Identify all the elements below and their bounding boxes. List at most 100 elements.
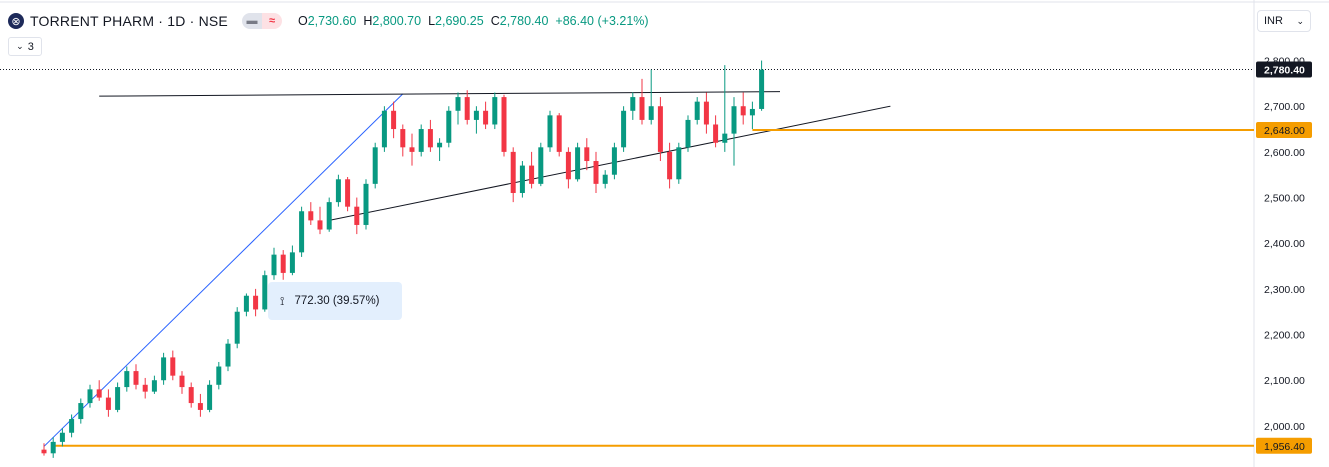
candle bbox=[363, 179, 369, 230]
candle-body bbox=[667, 151, 673, 180]
candle-body bbox=[492, 97, 498, 125]
candle-body bbox=[151, 380, 157, 392]
candle bbox=[188, 382, 194, 408]
candle bbox=[409, 133, 415, 166]
candle bbox=[437, 138, 443, 162]
candle-body bbox=[446, 110, 452, 143]
candle bbox=[483, 101, 489, 130]
low-value: 2,690.25 bbox=[435, 14, 484, 28]
candle bbox=[731, 97, 737, 166]
candle-body bbox=[133, 371, 139, 385]
candle bbox=[740, 92, 746, 125]
candle-body bbox=[565, 151, 571, 180]
symbol-title[interactable]: TORRENT PHARM · 1D · NSE bbox=[30, 13, 228, 29]
candle bbox=[657, 97, 663, 162]
candle-body bbox=[299, 211, 305, 253]
candle-body bbox=[713, 124, 719, 143]
candle-body bbox=[630, 97, 636, 111]
candle-body bbox=[207, 384, 213, 410]
candle-body bbox=[289, 252, 295, 273]
candle-body bbox=[335, 179, 341, 203]
y-tick-label: 2,200.00 bbox=[1264, 330, 1305, 342]
close-value: 2,780.40 bbox=[499, 14, 549, 28]
trendline-2 bbox=[329, 105, 891, 221]
candle bbox=[326, 197, 332, 232]
candle-body bbox=[556, 115, 562, 152]
candle-body bbox=[749, 108, 755, 116]
candle bbox=[418, 124, 424, 157]
candle bbox=[78, 398, 84, 424]
candle bbox=[59, 428, 65, 447]
candle bbox=[446, 106, 452, 148]
last-price-label: 2,780.40 bbox=[1264, 65, 1305, 77]
candle-body bbox=[381, 110, 387, 148]
level-price-tag bbox=[1256, 437, 1312, 454]
candle-body bbox=[253, 295, 259, 310]
candle-body bbox=[96, 389, 102, 398]
candle-body bbox=[50, 441, 56, 454]
candle-body bbox=[602, 174, 608, 184]
change-value: +86.40 (+3.21%) bbox=[555, 14, 649, 28]
indicators-toggle[interactable]: ⌄ 3 bbox=[8, 37, 42, 56]
candle bbox=[354, 197, 360, 235]
y-tick-label: 2,500.00 bbox=[1264, 193, 1305, 205]
candle bbox=[538, 142, 544, 187]
y-tick-label: 2,400.00 bbox=[1264, 238, 1305, 250]
ohlc-values: O2,730.60 H2,800.70 L2,690.25 C2,780.40 … bbox=[297, 14, 649, 28]
candle bbox=[427, 119, 433, 152]
currency-value: INR bbox=[1264, 15, 1283, 27]
candle-body bbox=[115, 387, 121, 410]
candle-body bbox=[418, 129, 424, 152]
candle-body bbox=[703, 101, 709, 125]
candle-body bbox=[78, 403, 84, 420]
candle-body bbox=[722, 133, 728, 143]
candle-body bbox=[510, 151, 516, 193]
candle bbox=[179, 371, 185, 394]
candle-body bbox=[317, 220, 323, 230]
candle bbox=[381, 106, 387, 152]
last-price-tag bbox=[1256, 61, 1312, 78]
candle-body bbox=[519, 165, 525, 193]
candle-body bbox=[225, 343, 231, 367]
candle bbox=[280, 250, 286, 280]
candle bbox=[234, 307, 240, 349]
candle-body bbox=[161, 357, 167, 381]
candle bbox=[124, 366, 130, 392]
candle-body bbox=[124, 371, 130, 388]
candle bbox=[96, 380, 102, 401]
candle bbox=[372, 142, 378, 189]
candle-body bbox=[676, 147, 682, 180]
candle-body bbox=[271, 254, 277, 276]
candle-body bbox=[584, 147, 590, 162]
candle bbox=[676, 142, 682, 184]
y-tick-label: 2,700.00 bbox=[1264, 101, 1305, 113]
candle-body bbox=[41, 449, 47, 454]
candle bbox=[207, 380, 213, 413]
candle bbox=[694, 97, 700, 125]
candle bbox=[667, 142, 673, 189]
candle bbox=[749, 101, 755, 130]
chevron-down-icon: ⌄ bbox=[16, 41, 24, 51]
candle bbox=[317, 206, 323, 235]
candle-body bbox=[188, 387, 194, 404]
candle-body bbox=[538, 147, 544, 184]
candle-body bbox=[455, 97, 461, 111]
candle-body bbox=[345, 179, 351, 207]
candle bbox=[639, 78, 645, 125]
measure-line bbox=[43, 93, 404, 447]
candle-body bbox=[197, 403, 203, 410]
candle-body bbox=[593, 161, 599, 184]
wave-icon[interactable]: ≈ bbox=[261, 13, 282, 29]
candle-body bbox=[611, 147, 617, 175]
candle-body bbox=[621, 110, 627, 148]
candle-body bbox=[243, 295, 249, 312]
minus-icon[interactable]: ▬ bbox=[241, 13, 262, 29]
market-status[interactable]: ▬ ≈ bbox=[241, 13, 282, 29]
currency-select[interactable]: INR ⌄ bbox=[1257, 10, 1311, 32]
measure-icon: ⟟ bbox=[280, 293, 285, 308]
candle-body bbox=[464, 97, 470, 120]
measure-value: 772.30 (39.57%) bbox=[294, 295, 380, 307]
level-price-label: 2,648.00 bbox=[1264, 125, 1305, 137]
